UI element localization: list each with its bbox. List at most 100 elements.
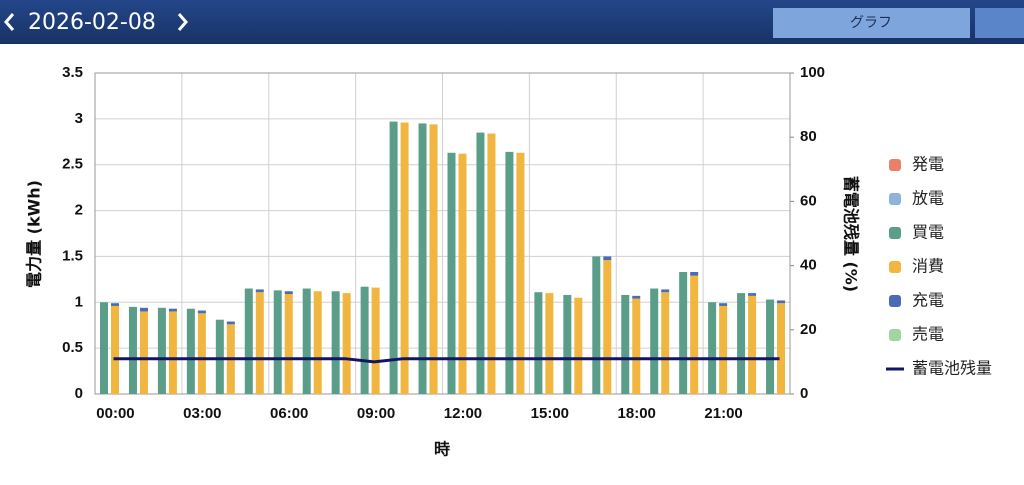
- y-axis-title: 電力量 (kWh): [25, 180, 44, 288]
- bar: [690, 275, 699, 394]
- x-tick-label: 09:00: [357, 405, 395, 422]
- bar: [766, 299, 775, 394]
- y2-tick-label: 40: [800, 257, 817, 274]
- x-tick-label: 03:00: [183, 405, 221, 422]
- bar: [574, 297, 583, 394]
- y-tick-label: 0.5: [62, 339, 83, 356]
- date: 2026-02-08: [28, 10, 156, 35]
- legend-label: 蓄電池残量: [912, 359, 992, 378]
- bar: [400, 122, 409, 395]
- y2-axis-title: 蓄電池残量 (%): [842, 176, 861, 292]
- x-tick-label: 06:00: [270, 405, 308, 422]
- tab-graph[interactable]: [773, 8, 970, 38]
- bar: [168, 308, 177, 312]
- bar: [632, 295, 641, 299]
- legend-label: 買電: [912, 223, 944, 242]
- bar: [563, 294, 572, 394]
- bar: [661, 289, 670, 293]
- bar: [111, 305, 119, 394]
- y2-tick-label: 60: [800, 192, 817, 209]
- bar: [168, 311, 177, 394]
- bar: [603, 256, 612, 261]
- bar: [603, 260, 612, 394]
- bar: [418, 123, 427, 394]
- bar: [255, 289, 264, 293]
- bar: [197, 310, 206, 314]
- bar: [302, 288, 311, 394]
- bar: [447, 152, 456, 394]
- bar: [621, 294, 630, 394]
- bar: [748, 293, 757, 296]
- bar: [719, 305, 728, 394]
- bar: [505, 151, 514, 394]
- bar: [679, 272, 688, 394]
- bar: [748, 295, 757, 394]
- bar: [284, 294, 293, 394]
- bar: [661, 292, 670, 394]
- bar: [284, 291, 293, 295]
- bar: [128, 306, 137, 394]
- chart: 電力量 (kWh) 蓄電池残量 (%) 時 0 0.5 1 1.5 2 2.5 3 3.5 0 2…: [25, 64, 993, 459]
- y2-tick-label: 20: [800, 321, 817, 338]
- y-tick-label: 0: [75, 385, 83, 402]
- bar: [157, 307, 166, 394]
- bar: [476, 132, 485, 394]
- legend-marker: [889, 295, 901, 307]
- legend-label: 充電: [912, 291, 944, 310]
- x-tick-label: 15:00: [531, 405, 569, 422]
- legend-marker: [889, 159, 901, 171]
- header-bar: 2026-02-08 グラフ: [0, 0, 1024, 44]
- bar: [592, 256, 601, 394]
- y-tick-label: 2: [75, 202, 83, 219]
- legend-marker: [889, 329, 901, 341]
- x-axis-title: 時: [434, 440, 450, 459]
- bar: [632, 298, 641, 394]
- x-tick-label: 18:00: [618, 405, 656, 422]
- bar: [737, 293, 746, 394]
- y-tick-label: 1: [75, 293, 83, 310]
- bar: [719, 303, 728, 306]
- bar: [244, 288, 253, 394]
- y-tick-label: 1.5: [62, 247, 83, 264]
- bar: [650, 288, 659, 394]
- bar: [342, 293, 351, 394]
- battery-line: [113, 357, 780, 364]
- bar: [545, 293, 554, 394]
- bar: [429, 124, 438, 395]
- x-tick-label: 12:00: [444, 405, 482, 422]
- bar: [313, 291, 322, 394]
- y2-tick-label: 100: [800, 64, 825, 81]
- y-tick-label: 3.5: [62, 64, 83, 81]
- bar: [534, 292, 543, 394]
- bar: [360, 286, 369, 394]
- legend-marker: [889, 227, 901, 239]
- bar: [215, 319, 224, 394]
- y-tick-label: 3: [75, 110, 83, 127]
- legend-marker: [889, 261, 901, 273]
- y2-tick-label: 0: [800, 385, 808, 402]
- bar: [255, 292, 264, 394]
- next-arrow[interactable]: [177, 13, 188, 31]
- tab-label[interactable]: グラフ: [850, 15, 892, 31]
- bar: [331, 291, 340, 394]
- bar: [371, 287, 380, 394]
- x-tick-label: 21:00: [704, 405, 742, 422]
- legend-label: 消費: [912, 257, 944, 276]
- bar: [487, 133, 496, 394]
- y2-tick-label: 80: [800, 128, 817, 145]
- y-tick-label: 2.5: [62, 156, 83, 173]
- bar: [111, 303, 119, 306]
- legend-label: 売電: [912, 325, 944, 344]
- bar: [139, 311, 148, 394]
- prev-arrow[interactable]: [4, 13, 15, 31]
- bar: [273, 290, 282, 394]
- tab-other[interactable]: [975, 8, 1024, 38]
- bar: [777, 300, 786, 304]
- bar: [708, 302, 717, 394]
- bar: [389, 121, 398, 394]
- bar: [777, 303, 786, 394]
- bar: [690, 272, 699, 276]
- bar: [458, 153, 467, 394]
- legend-label: 放電: [912, 189, 944, 208]
